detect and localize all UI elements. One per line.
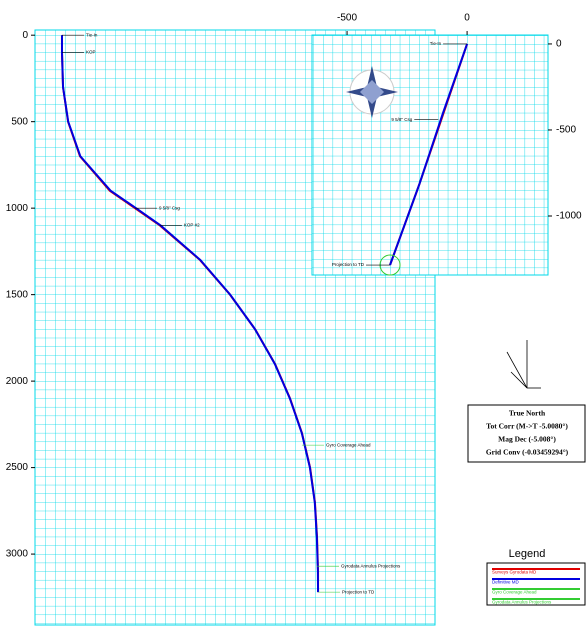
y-tick-label: 500 [11, 116, 28, 127]
annotation: Gyro Coverage Ahead [326, 442, 371, 447]
y-tick-label: 0 [22, 30, 28, 41]
north-arrows [507, 340, 541, 388]
info-line: Mag Dec (-5.008°) [498, 435, 556, 444]
annotation: 9 5/8" Csg [391, 117, 412, 122]
annotation: Tie-In [430, 41, 442, 46]
legend-label: Definitive MD [492, 580, 520, 585]
info-line: Tot Corr (M->T -5.0080°) [486, 422, 568, 431]
legend-label: Gyrodata Annulus Projections [492, 600, 552, 605]
annotation: KOP #2 [184, 223, 200, 228]
y-tick-label: 0 [556, 39, 562, 50]
legend-title: Legend [509, 548, 546, 560]
annotation: Projection to TD [332, 262, 365, 267]
annotation: Gyrodata Annulus Projections [341, 563, 401, 568]
legend-label: Surveys Gyrodata MD [492, 570, 537, 575]
y-tick-label: 3000 [6, 549, 29, 560]
y-tick-label: 2000 [6, 376, 29, 387]
annotation: KOP [86, 50, 96, 55]
y-tick-label: 2500 [6, 462, 29, 473]
page: 0 500 1000 1500 2000 2500 3000 Tie-In KOP 9 5/8" … [0, 0, 587, 626]
y-tick-label: -500 [556, 125, 576, 136]
info-line: Grid Conv (-0.03459294°) [486, 448, 569, 457]
info-line: True North [509, 409, 546, 418]
y-tick-label: 1500 [6, 289, 29, 300]
x-tick-label: -500 [337, 13, 357, 24]
annotation: Tie-In [86, 32, 98, 37]
annotation: 9 5/8" Csg [159, 205, 180, 210]
x-tick-label: 0 [464, 13, 470, 24]
annotation: Projection to TD [342, 589, 375, 594]
y-tick-label: 1000 [6, 203, 29, 214]
legend-label: Gyro Coverage Ahead [492, 590, 537, 595]
y-tick-label: -1000 [556, 211, 582, 222]
chart: 0 500 1000 1500 2000 2500 3000 Tie-In KOP 9 5/8" … [0, 0, 587, 626]
